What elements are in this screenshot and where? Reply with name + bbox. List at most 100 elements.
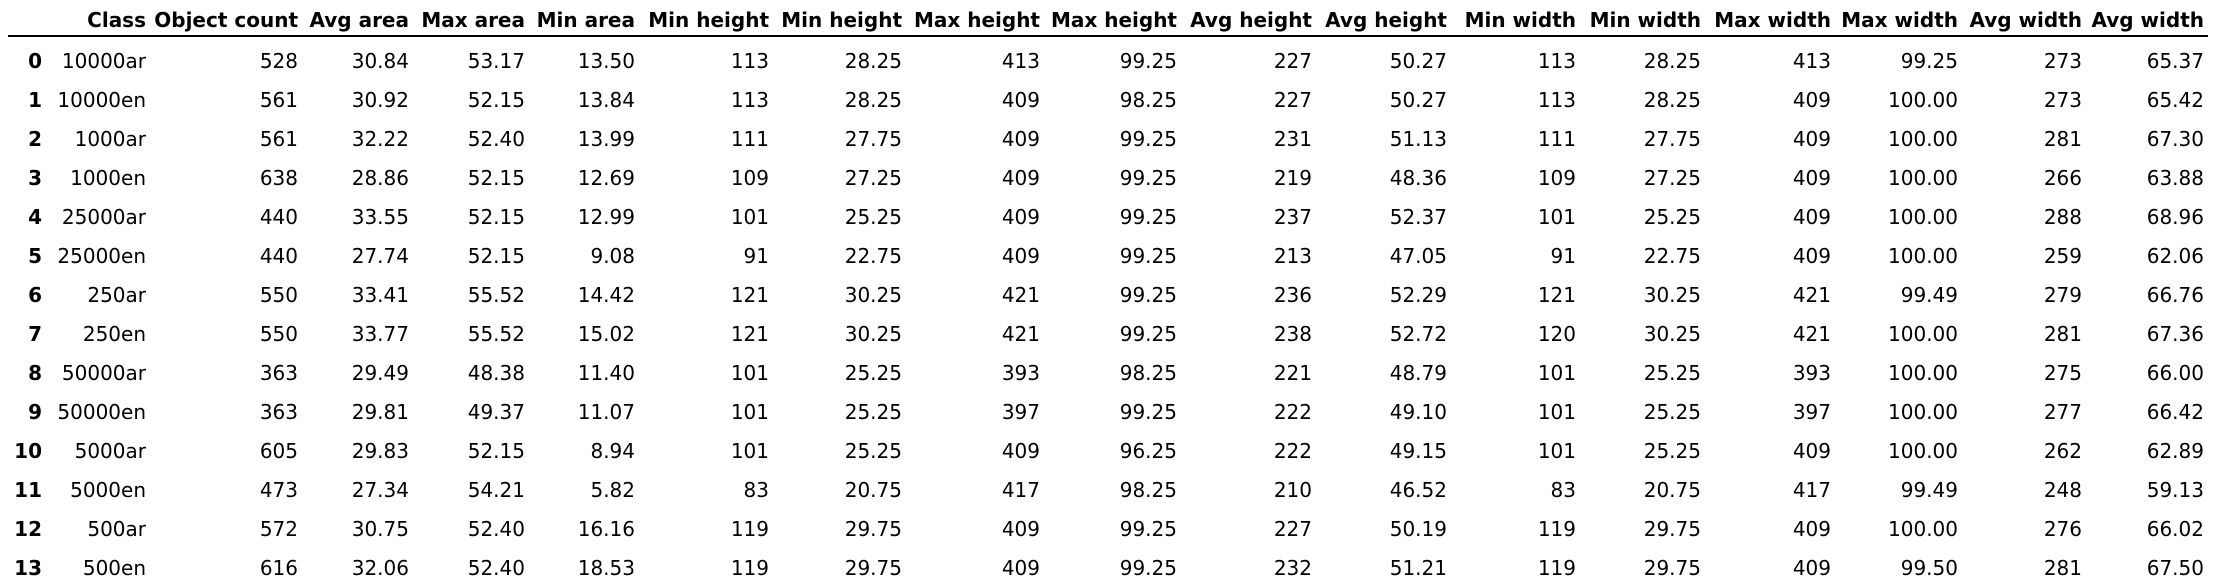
table-cell: 33.77 [351,321,409,346]
table-cell: 409 [1001,555,1040,580]
table-cell: 281 [2043,555,2082,580]
table-cell: 30.25 [844,321,902,346]
table-cell: 273 [2043,87,2082,112]
table-cell: 236 [1273,282,1312,307]
table-cell: 25000ar [61,204,146,229]
table-cell: 25.25 [844,438,902,463]
table-cell: 16.16 [577,516,635,541]
table-cell: 15.02 [577,321,635,346]
table-cell: 500ar [87,516,146,541]
table-cell: 9.08 [590,243,635,268]
table-cell: 276 [2043,516,2082,541]
table-cell: 25.25 [844,360,902,385]
table-cell: 281 [2043,126,2082,151]
column-header: Max width [1705,4,1835,37]
table-cell: 409 [1001,87,1040,112]
table-cell: 119 [730,516,769,541]
table-row: 8 50000ar 363 29.49 48.38 11.40 101 25.25 393 98.… [8,353,2208,392]
table-cell: 409 [1792,516,1831,541]
row-index: 4 [28,204,42,229]
table-cell: 27.25 [1643,165,1701,190]
table-cell: 99.25 [1119,204,1177,229]
table-cell: 32.06 [351,555,409,580]
table-cell: 52.40 [467,555,525,580]
row-index: 13 [14,555,42,580]
table-cell: 279 [2043,282,2082,307]
table-cell: 52.37 [1389,204,1447,229]
table-cell: 51.21 [1389,555,1447,580]
table-cell: 33.41 [351,282,409,307]
column-header: Min width [1451,4,1580,37]
table-cell: 99.25 [1900,48,1958,73]
table-cell: 275 [2043,360,2082,385]
table-cell: 99.25 [1119,399,1177,424]
table-cell: 29.75 [844,555,902,580]
table-cell: 210 [1273,477,1312,502]
table-cell: 30.84 [351,48,409,73]
table-cell: 113 [1537,48,1576,73]
table-cell: 440 [259,243,298,268]
table-cell: 111 [1537,126,1576,151]
table-cell: 417 [1001,477,1040,502]
table-cell: 52.15 [467,204,525,229]
table-cell: 409 [1792,126,1831,151]
table-cell: 48.36 [1389,165,1447,190]
table-cell: 638 [259,165,298,190]
table-cell: 250en [82,321,146,346]
column-header [8,4,46,37]
column-header: Min area [529,4,639,37]
table-cell: 52.15 [467,438,525,463]
table-cell: 99.25 [1119,243,1177,268]
table-row: 9 50000en 363 29.81 49.37 11.07 101 25.25 397 99.… [8,392,2208,431]
table-cell: 409 [1792,243,1831,268]
table-cell: 25000en [57,243,146,268]
table-cell: 121 [1537,282,1576,307]
table-cell: 99.25 [1119,165,1177,190]
table-row: 2 1000ar 561 32.22 52.40 13.99 111 27.75 409 99.2… [8,119,2208,158]
table-cell: 421 [1792,321,1831,346]
table-cell: 113 [1537,87,1576,112]
data-table-container: Class Object count Avg area Max area Min are… [8,4,2208,587]
table-cell: 29.49 [351,360,409,385]
table-cell: 213 [1273,243,1312,268]
table-cell: 10000ar [61,48,146,73]
table-cell: 30.25 [844,282,902,307]
table-cell: 572 [259,516,298,541]
table-cell: 12.99 [577,204,635,229]
table-cell: 100.00 [1888,204,1958,229]
table-cell: 29.81 [351,399,409,424]
data-table: Class Object count Avg area Max area Min are… [8,4,2208,587]
table-cell: 49.37 [467,399,525,424]
table-cell: 66.42 [2146,399,2204,424]
table-cell: 20.75 [1643,477,1701,502]
row-index: 3 [28,165,42,190]
table-cell: 32.22 [351,126,409,151]
table-cell: 101 [1537,204,1576,229]
table-cell: 28.25 [844,87,902,112]
table-cell: 11.40 [577,360,635,385]
table-cell: 101 [730,204,769,229]
table-cell: 561 [259,87,298,112]
table-cell: 409 [1001,165,1040,190]
table-cell: 409 [1792,204,1831,229]
table-cell: 101 [1537,399,1576,424]
column-header: Avg height [1181,4,1316,37]
table-row: 4 25000ar 440 33.55 52.15 12.99 101 25.25 409 99.… [8,197,2208,236]
table-cell: 55.52 [467,282,525,307]
table-cell: 273 [2043,48,2082,73]
row-index: 1 [28,87,42,112]
table-cell: 528 [259,48,298,73]
table-header-row: Class Object count Avg area Max area Min are… [8,4,2208,37]
table-cell: 101 [730,399,769,424]
table-cell: 219 [1273,165,1312,190]
table-cell: 100.00 [1888,243,1958,268]
table-cell: 98.25 [1119,360,1177,385]
table-cell: 99.25 [1119,321,1177,346]
table-cell: 50000en [57,399,146,424]
table-cell: 22.75 [844,243,902,268]
row-index: 9 [28,399,42,424]
row-index: 8 [28,360,42,385]
table-cell: 98.25 [1119,87,1177,112]
column-header: Avg width [1962,4,2086,37]
table-cell: 111 [730,126,769,151]
